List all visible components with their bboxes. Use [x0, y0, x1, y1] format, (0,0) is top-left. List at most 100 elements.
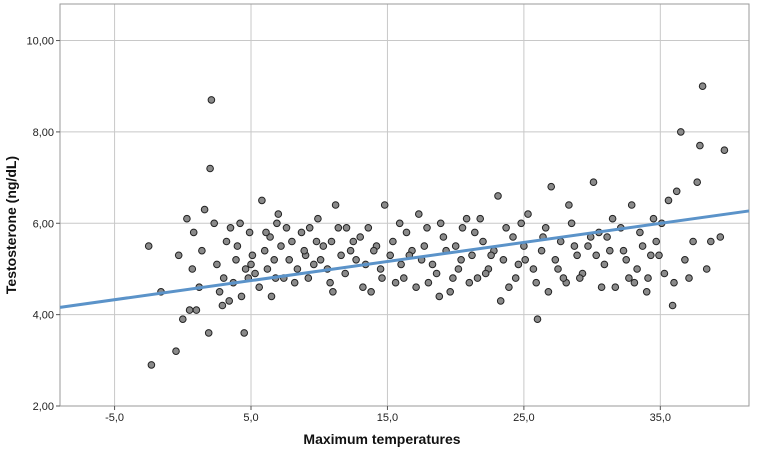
data-point: [331, 201, 340, 209]
data-point: [589, 178, 598, 186]
data-point: [400, 274, 408, 282]
data-point: [636, 228, 644, 237]
x-axis-ticks: -5,0 5,0 15,0 25,0 35,0: [105, 406, 671, 424]
x-tick-label: 35,0: [650, 412, 671, 424]
data-point: [225, 297, 233, 305]
data-point: [511, 274, 520, 282]
data-point: [473, 274, 482, 282]
data-point: [359, 283, 367, 292]
data-point: [285, 256, 294, 264]
data-point: [420, 242, 429, 250]
data-point: [386, 251, 395, 260]
data-point: [499, 256, 508, 264]
data-point: [537, 246, 546, 255]
data-point: [219, 274, 228, 282]
data-point: [188, 265, 197, 273]
data-point: [565, 201, 573, 209]
data-point: [627, 201, 636, 209]
data-point: [415, 210, 423, 218]
data-point: [305, 224, 314, 232]
data-point: [592, 251, 601, 260]
data-point: [685, 274, 693, 282]
x-tick-label: 5,0: [243, 412, 258, 424]
data-point: [524, 210, 532, 218]
data-point: [436, 219, 445, 228]
data-point: [342, 224, 351, 232]
data-point: [218, 301, 227, 310]
data-point: [314, 214, 322, 223]
data-point: [446, 288, 455, 296]
data-point: [514, 260, 523, 269]
data-point: [505, 283, 513, 292]
data-point: [395, 219, 404, 228]
x-axis-title: Maximum temperatures: [303, 431, 460, 447]
data-point: [210, 219, 218, 228]
data-point: [240, 329, 248, 337]
data-point: [649, 214, 658, 223]
data-point: [204, 329, 213, 337]
data-point: [341, 269, 350, 278]
data-point: [619, 246, 628, 255]
x-tick-label: -5,0: [105, 412, 124, 424]
data-point: [391, 278, 400, 287]
data-point: [521, 256, 530, 264]
data-point: [183, 214, 191, 223]
y-axis-ticks: 2,00 4,00 6,00 8,00 10,00: [26, 36, 60, 413]
data-point: [481, 269, 490, 278]
data-point: [642, 288, 651, 296]
data-point: [319, 242, 328, 250]
data-point: [496, 297, 505, 305]
data-point: [509, 233, 517, 241]
data-point: [677, 128, 685, 136]
data-point: [327, 237, 336, 246]
data-point: [611, 283, 620, 292]
data-point: [260, 246, 269, 255]
data-point: [304, 274, 313, 282]
data-point: [660, 269, 669, 278]
data-point: [544, 288, 553, 296]
data-point: [192, 306, 201, 314]
data-point: [236, 219, 244, 228]
data-point: [172, 347, 180, 356]
data-point: [312, 237, 321, 246]
data-point: [293, 265, 302, 273]
data-point: [277, 242, 285, 250]
data-point: [476, 214, 485, 223]
data-point: [316, 256, 325, 264]
x-tick-label: 25,0: [513, 412, 534, 424]
data-point: [633, 265, 641, 273]
data-point: [451, 242, 460, 250]
data-point: [356, 233, 365, 241]
data-point: [251, 269, 259, 278]
data-point: [625, 274, 633, 282]
data-point: [556, 237, 565, 246]
data-point: [174, 251, 183, 260]
data-point: [346, 246, 355, 255]
data-point: [630, 278, 639, 287]
data-point: [349, 237, 358, 246]
data-point: [638, 242, 647, 250]
data-point: [282, 224, 291, 232]
data-point: [457, 256, 465, 264]
data-point: [439, 233, 448, 241]
data-point: [432, 269, 441, 278]
data-point: [517, 219, 526, 228]
data-point: [606, 246, 614, 255]
data-point: [664, 196, 673, 205]
data-point: [532, 278, 541, 287]
data-point: [245, 228, 254, 237]
data-point: [716, 233, 725, 241]
data-point: [213, 260, 221, 269]
data-point: [402, 228, 411, 237]
data-point: [672, 187, 681, 196]
data-point: [179, 315, 187, 324]
data-point: [334, 224, 343, 232]
data-point: [668, 301, 677, 310]
data-point: [471, 228, 479, 237]
data-point: [262, 228, 270, 237]
data-point: [670, 278, 678, 287]
data-point: [462, 214, 471, 223]
x-tick-label: 15,0: [377, 412, 398, 424]
y-tick-label: 4,00: [33, 310, 54, 322]
data-point: [329, 288, 337, 296]
